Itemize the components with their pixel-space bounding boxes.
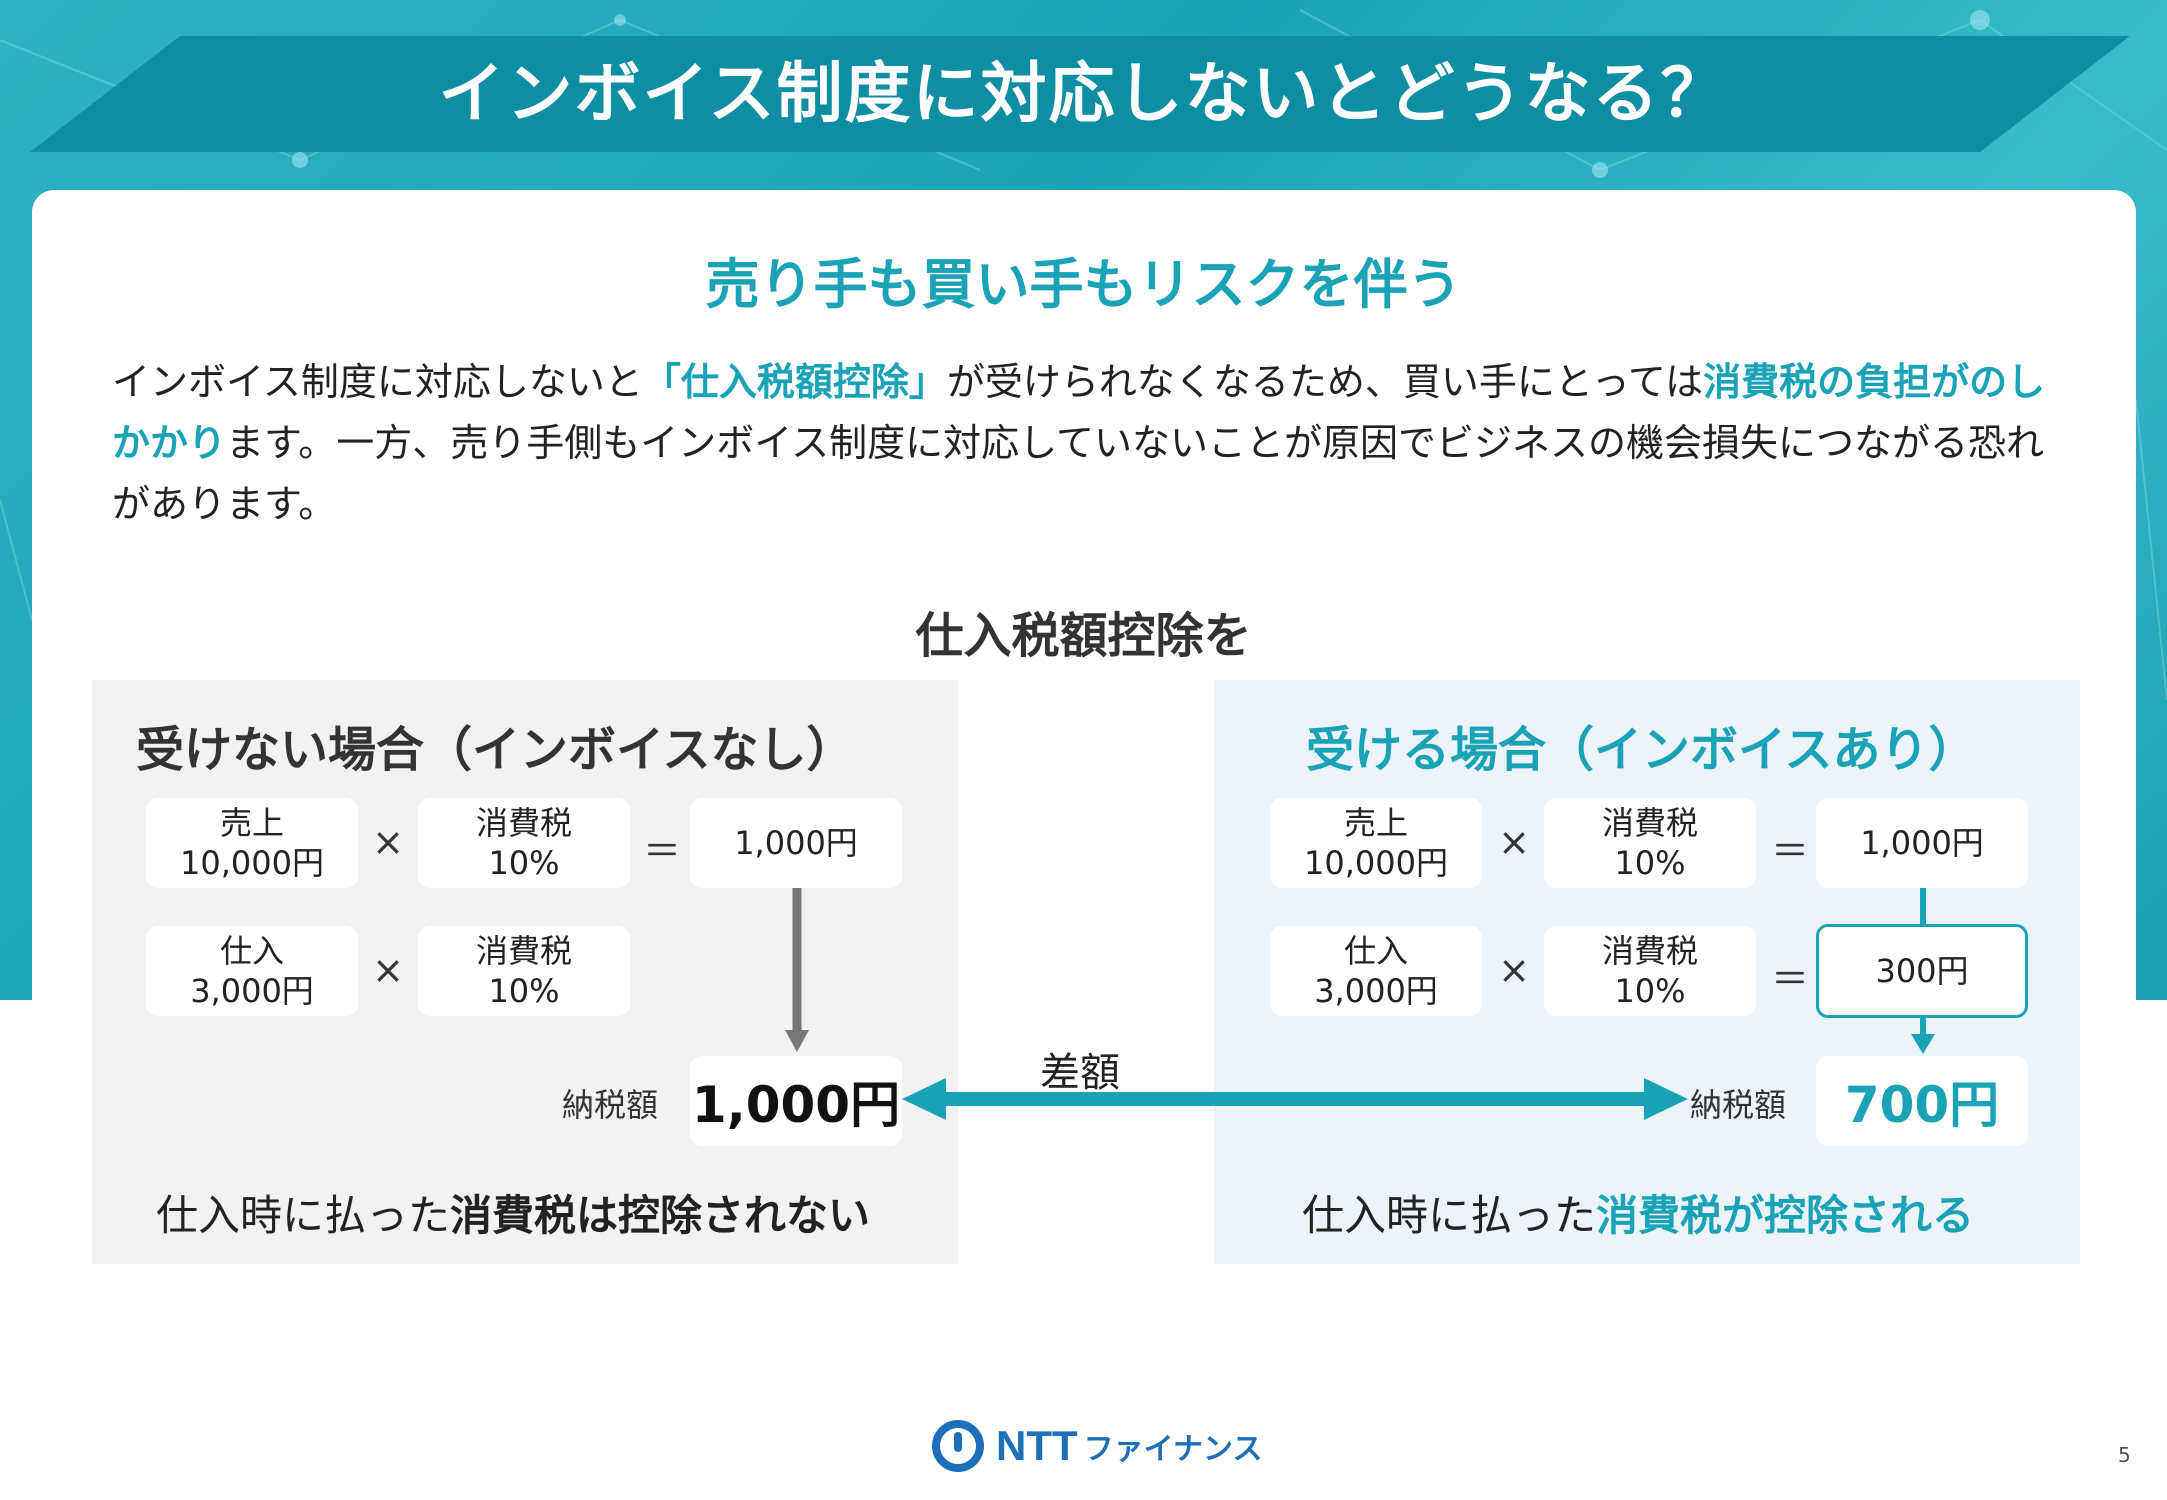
- output-tax-value: 1,000円: [1860, 824, 1984, 862]
- case-note: 仕入時に払った消費税は控除されない: [156, 1182, 870, 1243]
- intro-text-3: ます。一方、売り手側もインボイス制度に対応していないことが原因でビジネスの機会損…: [112, 421, 2044, 526]
- intro-highlight-1: 「仕入税額控除」: [642, 360, 947, 404]
- note-text: 仕入時に払った: [1302, 1191, 1597, 1240]
- sales-label: 売上: [219, 804, 284, 842]
- logo-mark-icon: [932, 1420, 984, 1472]
- intro-paragraph: インボイス制度に対応しないと「仕入税額控除」が受けられなくなるため、買い手にとっ…: [112, 352, 2072, 535]
- tax-value: 10%: [488, 844, 560, 882]
- tax-label: 消費税: [475, 932, 572, 970]
- tax-label: 消費税: [1601, 804, 1698, 842]
- input-tax-credit-box: 300円: [1816, 924, 2028, 1018]
- purchase-value: 3,000円: [190, 972, 314, 1010]
- equals-operator: ＝: [642, 829, 681, 873]
- tax-payable-value: 700円: [1816, 1056, 2028, 1146]
- output-tax-box: 1,000円: [690, 798, 902, 888]
- purchase-label: 仕入: [219, 932, 284, 970]
- output-tax-box: 1,000円: [1816, 798, 2028, 888]
- tax-payable-amount: 700円: [1844, 1076, 2000, 1134]
- tax-value: 10%: [488, 972, 560, 1010]
- tax-payable-value: 1,000円: [690, 1056, 902, 1146]
- logo-subtext: ファイナンス: [1083, 1432, 1263, 1467]
- sales-value: 10,000円: [1304, 844, 1448, 882]
- tax-rate-box: 消費税 10%: [418, 926, 630, 1016]
- page-title: インボイス制度に対応しないとどうなる？: [438, 55, 1729, 132]
- deduct-arrow: [1911, 888, 1935, 1054]
- note-text: 仕入時に払った: [156, 1191, 451, 1240]
- intro-highlight-2: 消費税の負担がのしかかり: [112, 360, 2046, 465]
- down-arrow: [785, 888, 809, 1052]
- times-operator: ×: [372, 820, 404, 864]
- difference-arrow: [902, 1078, 1688, 1120]
- sales-value: 10,000円: [180, 844, 324, 882]
- output-tax-value: 1,000円: [734, 824, 858, 862]
- title-band: [30, 36, 2130, 152]
- ntt-finance-logo: NTT ファイナンス: [930, 1418, 1262, 1474]
- purchase-box: 仕入 3,000円: [1270, 926, 1482, 1016]
- input-tax-credit-value: 300円: [1875, 952, 1969, 990]
- case-title: 受ける場合（インボイスあり）: [1306, 722, 1977, 778]
- times-operator: ×: [1498, 948, 1530, 992]
- times-operator: ×: [372, 948, 404, 992]
- tax-rate-box: 消費税 10%: [1544, 798, 1756, 888]
- tax-label: 消費税: [1601, 932, 1698, 970]
- logo-text: NTT: [996, 1422, 1078, 1469]
- sales-label: 売上: [1343, 804, 1408, 842]
- page-number: 5: [2118, 1443, 2131, 1467]
- comparison-heading: 仕入税額控除を: [915, 608, 1252, 664]
- tax-value: 10%: [1614, 844, 1686, 882]
- tax-label: 消費税: [475, 804, 572, 842]
- note-emphasis: 消費税は控除されない: [450, 1191, 871, 1240]
- equals-operator: ＝: [1770, 829, 1809, 873]
- tax-payable-label: 納税額: [562, 1086, 659, 1124]
- sales-box: 売上 10,000円: [1270, 798, 1482, 888]
- times-operator: ×: [1498, 820, 1530, 864]
- tax-rate-box: 消費税 10%: [1544, 926, 1756, 1016]
- section-subtitle: 売り手も買い手もリスクを伴う: [705, 253, 1462, 316]
- intro-text-2: が受けられなくなるため、買い手にとっては: [946, 360, 1704, 404]
- case-note: 仕入時に払った消費税が控除される: [1302, 1182, 1974, 1243]
- note-emphasis: 消費税が控除される: [1596, 1191, 1975, 1240]
- tax-payable-label: 納税額: [1690, 1086, 1787, 1124]
- tax-payable-amount: 1,000円: [691, 1076, 901, 1134]
- intro-text-1: インボイス制度に対応しないと: [112, 360, 643, 404]
- case-with-invoice: 受ける場合（インボイスあり） 売上 10,000円 × 消費税 10% ＝ 1,…: [1214, 680, 2080, 1264]
- equals-operator: ＝: [1770, 957, 1809, 1001]
- case-without-invoice: 受けない場合（インボイスなし） 売上 10,000円 × 消費税 10% ＝ 1…: [92, 680, 958, 1264]
- purchase-label: 仕入: [1343, 932, 1408, 970]
- difference-label: 差額: [1040, 1050, 1120, 1096]
- purchase-value: 3,000円: [1314, 972, 1438, 1010]
- sales-box: 売上 10,000円: [146, 798, 358, 888]
- tax-value: 10%: [1614, 972, 1686, 1010]
- tax-rate-box: 消費税 10%: [418, 798, 630, 888]
- case-title: 受けない場合（インボイスなし）: [136, 722, 855, 778]
- purchase-box: 仕入 3,000円: [146, 926, 358, 1016]
